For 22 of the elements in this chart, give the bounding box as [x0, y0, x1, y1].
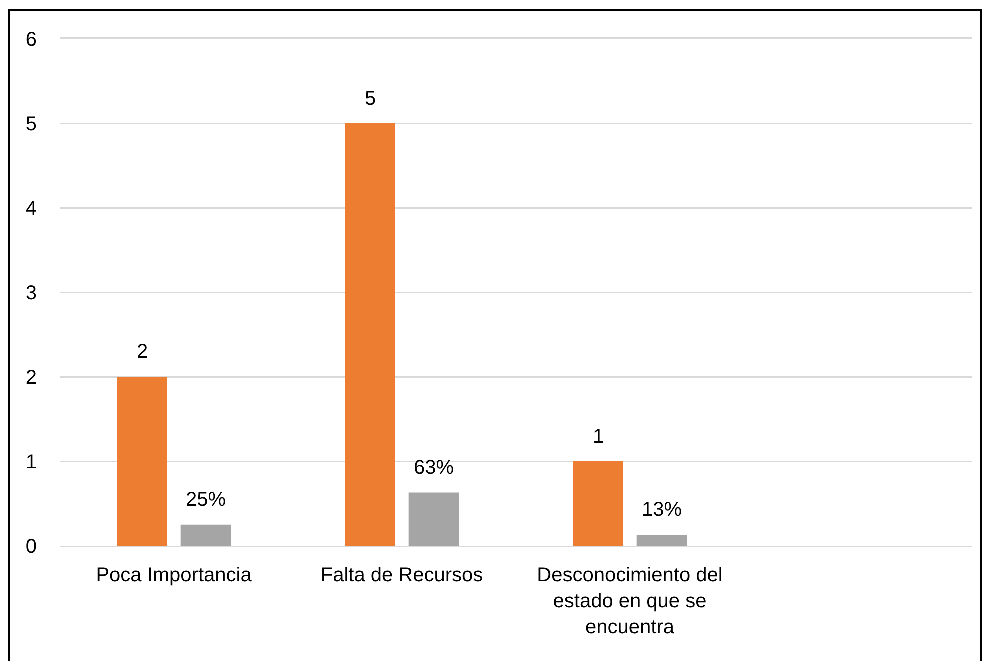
y-tick-label: 1 [26, 452, 37, 474]
data-label: 1 [593, 426, 604, 448]
bar [573, 462, 624, 546]
x-tick-label: Desconocimiento del estado en que se encuentra [537, 564, 723, 638]
bar [636, 535, 687, 546]
y-tick-label: 0 [26, 536, 37, 558]
data-label: 5 [365, 88, 376, 110]
data-label: 63% [414, 457, 454, 479]
bar [408, 492, 459, 546]
bar [117, 377, 168, 546]
bar [180, 524, 231, 546]
y-tick-label: 2 [26, 367, 37, 389]
y-tick-label: 4 [26, 198, 37, 220]
data-label: 13% [642, 499, 682, 521]
data-label: 2 [137, 341, 148, 363]
x-tick-label: Poca Importancia [96, 564, 253, 586]
bar [345, 124, 396, 546]
x-tick-label: Falta de Recursos [320, 564, 484, 586]
data-label: 25% [186, 489, 226, 511]
y-tick-label: 3 [26, 282, 37, 304]
y-tick-label: 5 [26, 114, 37, 136]
y-tick-label: 6 [26, 29, 37, 51]
